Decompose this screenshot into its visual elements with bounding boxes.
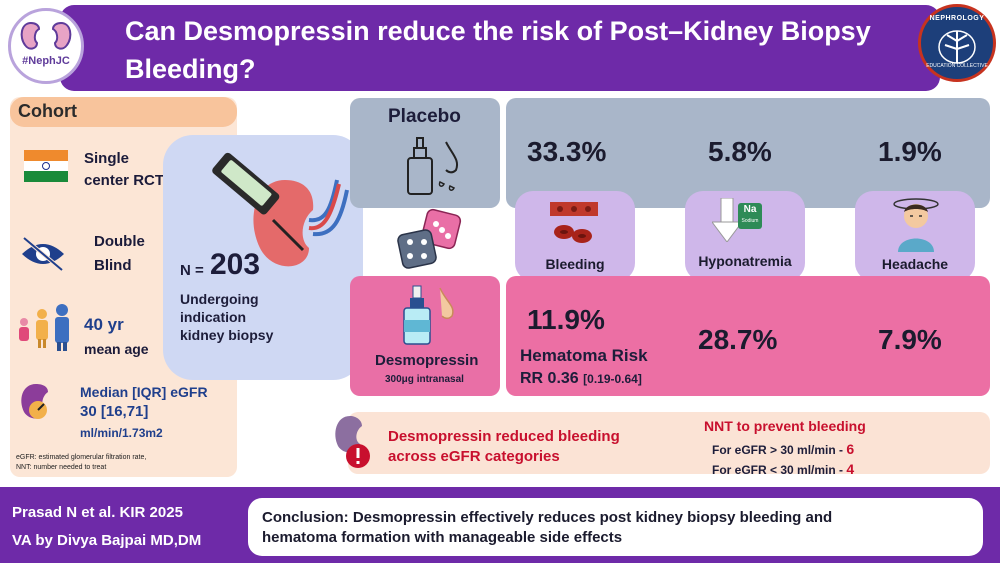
conclusion-line-1: Conclusion: Desmopressin effectively red… — [262, 509, 833, 526]
nnt-row2-label: For eGFR < 30 ml/min - — [712, 463, 844, 477]
family-icon — [19, 304, 69, 351]
header-banner — [60, 5, 940, 91]
placebo-hyponatremia-value: 5.8% — [708, 136, 772, 167]
down-arrow-icon — [712, 198, 742, 242]
kidney-biopsy-needle-icon — [212, 152, 349, 267]
nnt-panel — [348, 412, 990, 474]
citation: Prasad N et al. KIR 2025 — [12, 504, 183, 521]
bleeding-label: Bleeding — [545, 256, 605, 272]
egfr-unit: ml/min/1.73m2 — [80, 426, 163, 440]
nnt-row-high-egfr: For eGFR > 30 ml/min - 6 — [712, 441, 854, 457]
nnt-row1-value: 6 — [846, 441, 855, 457]
egfr-title: Median [IQR] eGFR — [80, 384, 208, 400]
nasal-spray-outline-icon — [407, 137, 458, 195]
footnote-1: eGFR: estimated glomerular filtration ra… — [16, 454, 147, 461]
blind-eye-icon — [22, 236, 64, 272]
desmopressin-results-panel — [506, 276, 990, 396]
conclusion-box: Conclusion: Desmopressin effectively red… — [248, 498, 983, 556]
footnote-2: NNT: number needed to treat — [16, 464, 107, 471]
design-line-1: Single — [84, 150, 130, 167]
rr-value: RR 0.36 — [520, 370, 579, 387]
population-description: Undergoing indication kidney biopsy — [180, 290, 320, 344]
cohort-title: Cohort — [10, 97, 237, 127]
conclusion-line-2: hematoma formation with manageable side … — [262, 529, 623, 546]
design-line-2: center RCT — [84, 172, 165, 189]
egfr-value: 30 [16,71] — [80, 403, 149, 420]
placebo-headache-value: 1.9% — [878, 136, 942, 167]
randomization-dice-icon — [397, 208, 462, 269]
kidney-logo-icon — [20, 21, 72, 50]
headache-person-icon — [893, 198, 939, 252]
finding-line-1: Desmopressin reduced bleeding — [388, 428, 620, 445]
finding-line-2: across eGFR categories — [388, 448, 560, 465]
desmo-bleeding-value: 11.9% — [527, 304, 605, 335]
hematoma-label: Hematoma Risk — [520, 346, 648, 365]
nnt-title: NNT to prevent bleeding — [704, 418, 866, 434]
population-panel — [163, 135, 363, 380]
kidney-warning-icon — [335, 416, 370, 468]
blood-cells-icon — [550, 202, 598, 243]
nasal-spray-icon — [403, 285, 454, 345]
n-prefix: N = — [180, 262, 204, 279]
sample-size-value: 203 — [210, 248, 261, 281]
mean-age-label: mean age — [84, 341, 149, 357]
population-desc-line-2: indication — [180, 309, 247, 325]
hyponatremia-label: Hyponatremia — [698, 253, 792, 269]
desmo-hyponatremia-value: 28.7% — [698, 324, 778, 355]
page-title: Can Desmopressin reduce the risk of Post… — [125, 16, 871, 84]
india-flag-icon — [24, 150, 68, 182]
mean-age-value: 40 yr — [84, 315, 124, 334]
sodium-symbol: Na — [743, 204, 757, 215]
population-desc-line-3: kidney biopsy — [180, 327, 274, 343]
rr-ci: [0.19-0.64] — [583, 372, 642, 386]
kidney-gauge-icon — [21, 384, 48, 419]
desmopressin-dose: 300μg intranasal — [385, 374, 464, 385]
visual-abstract-credit: VA by Divya Bajpai MD,DM — [12, 532, 202, 549]
logo-ring-subtext: EDUCATION COLLECTIVE — [926, 63, 988, 69]
nephrology-education-logo: NEPHROLOGY EDUCATION COLLECTIVE — [918, 4, 996, 82]
relative-risk: RR 0.36 [0.19-0.64] — [520, 370, 642, 388]
kidney-tree-icon — [938, 30, 976, 64]
sodium-badge-icon: Na Sodium — [738, 203, 762, 229]
placebo-results-panel — [506, 98, 990, 208]
sodium-label: Sodium — [741, 218, 759, 224]
headache-label: Headache — [881, 256, 949, 272]
blind-line-2: Blind — [94, 257, 132, 274]
nnt-row2-value: 4 — [846, 461, 855, 477]
nnt-row-low-egfr: For eGFR < 30 ml/min - 4 — [712, 461, 854, 477]
desmopressin-label: Desmopressin — [375, 352, 479, 369]
nnt-row1-label: For eGFR > 30 ml/min - — [712, 443, 844, 457]
placebo-bleeding-value: 33.3% — [527, 136, 607, 167]
logo-ring-text: NEPHROLOGY — [929, 15, 985, 22]
nephjc-logo: #NephJC — [8, 8, 84, 84]
population-desc-line-1: Undergoing — [180, 291, 259, 307]
desmo-headache-value: 7.9% — [878, 324, 942, 355]
logo-hashtag: #NephJC — [22, 55, 70, 67]
placebo-label: Placebo — [388, 106, 461, 127]
blind-line-1: Double — [94, 233, 145, 250]
